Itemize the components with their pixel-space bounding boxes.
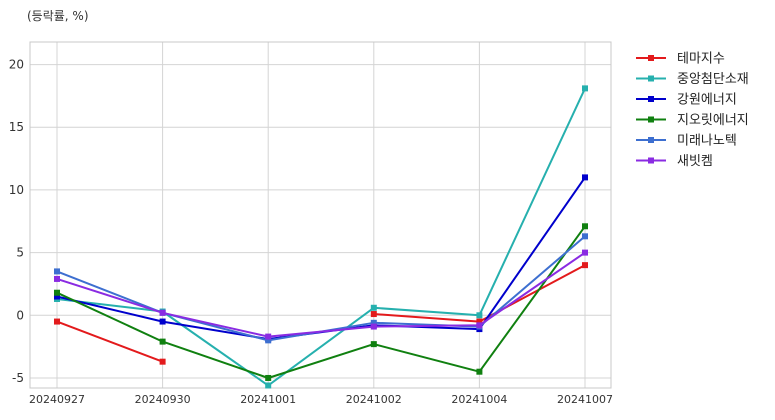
data-point (159, 338, 166, 345)
x-tick-label: 20241002 (346, 393, 402, 406)
data-point (54, 275, 60, 282)
legend-marker (648, 55, 654, 61)
series-line (56, 235, 586, 342)
legend-label: 지오릿에너지 (677, 113, 749, 128)
series-group (54, 174, 588, 343)
legend-label: 테마지수 (677, 52, 725, 67)
series-line (56, 225, 586, 379)
x-tick-label: 20241001 (240, 393, 296, 406)
data-point (159, 309, 166, 316)
legend-item[interactable]: 중앙첨단소재 (636, 72, 749, 87)
data-point (582, 249, 588, 256)
data-point (370, 311, 377, 318)
data-point (265, 374, 272, 381)
axes: -5 0 5 10 15 20 20240927 20240930 20241001 202410… (9, 58, 613, 406)
series-group (54, 262, 588, 365)
series-group (54, 223, 588, 381)
data-point (159, 318, 166, 325)
data-point (159, 358, 166, 365)
legend-item[interactable]: 테마지수 (636, 52, 725, 67)
data-point (370, 341, 377, 348)
y-tick-label: 0 (16, 308, 24, 322)
data-point (54, 318, 60, 325)
grid (30, 42, 611, 388)
data-point (54, 289, 60, 296)
legend-label: 중앙첨단소재 (677, 72, 749, 87)
legend-item[interactable]: 지오릿에너지 (636, 113, 749, 128)
data-point (582, 233, 588, 240)
y-tick-label: 15 (9, 120, 24, 134)
data-point (370, 319, 377, 326)
data-point (476, 318, 483, 325)
data-point (582, 223, 588, 230)
y-tick-label: 5 (16, 246, 24, 260)
x-tick-label: 20240927 (29, 393, 85, 406)
series-line (56, 251, 586, 338)
data-point (370, 323, 377, 330)
series-line (56, 320, 163, 363)
data-point (582, 262, 588, 269)
data-point (476, 322, 483, 329)
x-tick-label: 20241007 (557, 393, 613, 406)
data-point (265, 337, 272, 344)
data-point (476, 312, 483, 319)
data-point (582, 85, 588, 92)
unit-label: (등락률, %) (27, 9, 89, 23)
series-lines (54, 85, 588, 389)
legend-item[interactable]: 강원에너지 (636, 93, 737, 108)
series-group (54, 249, 588, 340)
legend-item[interactable]: 미래나노텍 (636, 134, 737, 149)
y-tick-label: -5 (12, 371, 24, 385)
legend-marker (648, 116, 654, 123)
series-line (56, 87, 586, 387)
legend-marker (648, 75, 654, 82)
data-point (370, 304, 377, 311)
data-point (265, 333, 272, 340)
data-point (476, 368, 483, 375)
data-point (54, 268, 60, 275)
legend-item[interactable]: 새빗켐 (636, 154, 713, 169)
legend-marker (648, 137, 654, 143)
data-point (582, 174, 588, 181)
series-group (54, 85, 588, 389)
legend-label: 미래나노텍 (677, 134, 737, 149)
data-point (265, 382, 272, 389)
y-tick-label: 20 (9, 58, 24, 72)
data-point (54, 293, 60, 300)
x-tick-label: 20240930 (135, 393, 191, 406)
y-tick-label: 10 (9, 183, 24, 197)
legend-marker (648, 157, 654, 164)
plot-area-frame (29, 41, 612, 389)
legend-label: 새빗켐 (677, 154, 713, 169)
x-tick-label: 20241004 (451, 393, 507, 406)
legend-marker (648, 96, 654, 102)
legend-label: 강원에너지 (677, 93, 737, 108)
